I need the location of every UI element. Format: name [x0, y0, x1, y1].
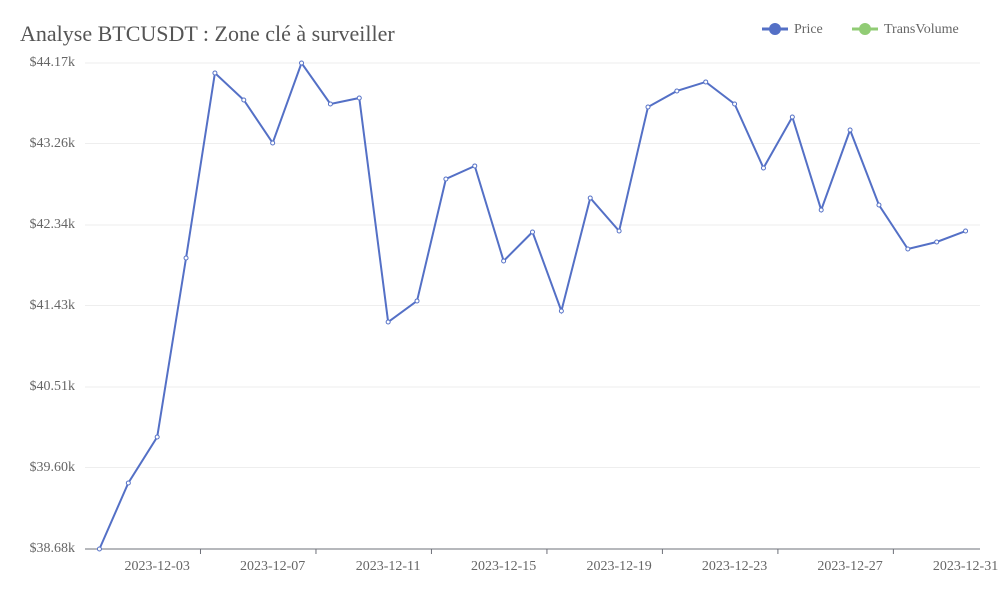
- x-tick-label: 2023-12-03: [125, 559, 190, 574]
- data-point: [212, 70, 218, 76]
- data-point: [963, 228, 969, 234]
- data-point: [703, 79, 709, 85]
- data-point: [385, 319, 391, 325]
- data-point: [818, 207, 824, 213]
- data-point: [327, 101, 333, 107]
- y-tick-label: $41.43k: [30, 298, 76, 313]
- x-tick-label: 2023-12-23: [702, 559, 767, 574]
- data-point: [789, 114, 795, 120]
- legend-label: TransVolume: [884, 22, 959, 37]
- x-tick-label: 2023-12-19: [586, 559, 651, 574]
- data-point: [645, 104, 651, 110]
- data-point: [616, 228, 622, 234]
- y-tick-label: $44.17k: [30, 55, 76, 70]
- x-tick-label: 2023-12-07: [240, 559, 305, 574]
- data-point: [125, 480, 131, 486]
- data-point: [443, 176, 449, 182]
- chart-title: Analyse BTCUSDT : Zone clé à surveiller: [20, 21, 395, 46]
- data-point: [732, 101, 738, 107]
- legend-marker: [859, 23, 871, 35]
- y-tick-label: $42.34k: [30, 217, 76, 232]
- y-tick-label: $40.51k: [30, 379, 76, 394]
- data-point: [154, 434, 160, 440]
- y-tick-label: $39.60k: [30, 460, 76, 475]
- data-point: [760, 165, 766, 171]
- data-point: [356, 95, 362, 101]
- x-tick-label: 2023-12-11: [356, 559, 421, 574]
- data-point: [241, 97, 247, 103]
- x-tick-label: 2023-12-15: [471, 559, 536, 574]
- y-tick-label: $38.68k: [30, 541, 76, 556]
- legend-label: Price: [794, 22, 823, 37]
- data-point: [501, 258, 507, 264]
- data-point: [96, 546, 102, 552]
- data-point: [299, 60, 305, 66]
- data-point: [587, 195, 593, 201]
- data-point: [183, 255, 189, 261]
- data-point: [847, 127, 853, 133]
- x-tick-label: 2023-12-27: [817, 559, 882, 574]
- x-tick-label: 2023-12-31: [933, 559, 998, 574]
- data-point: [414, 298, 420, 304]
- data-point: [472, 163, 478, 169]
- data-point: [905, 246, 911, 252]
- y-tick-label: $43.26k: [30, 136, 76, 151]
- data-point: [674, 88, 680, 94]
- data-point: [876, 202, 882, 208]
- data-point: [270, 140, 276, 146]
- legend-marker: [769, 23, 781, 35]
- data-point: [934, 239, 940, 245]
- data-point: [558, 308, 564, 314]
- data-point: [530, 229, 535, 235]
